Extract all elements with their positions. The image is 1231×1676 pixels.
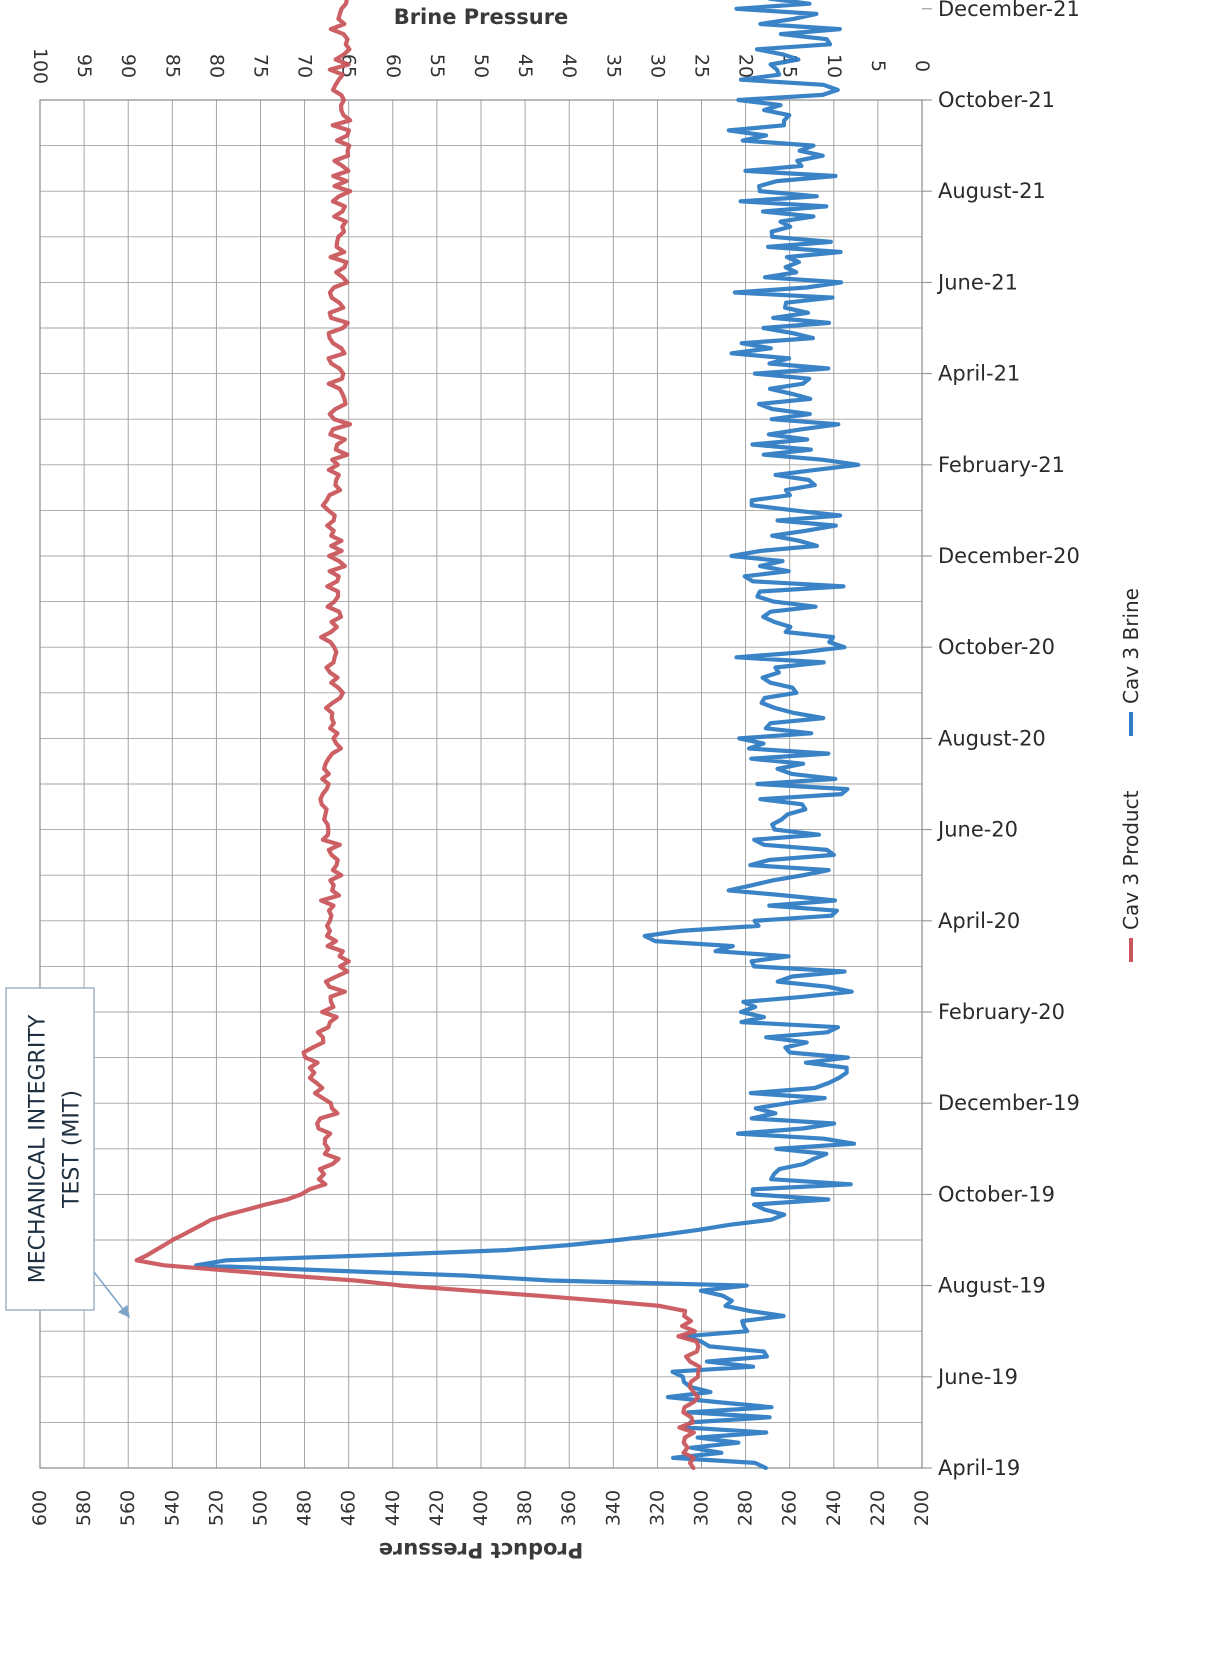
date-label: June-20: [936, 818, 1018, 842]
legend-label-product: Cav 3 Product: [1119, 790, 1143, 930]
product-tick-label: 560: [117, 1490, 139, 1526]
product-tick-label: 340: [602, 1490, 624, 1526]
brine-tick-label: 5: [867, 60, 889, 72]
brine-tick-label: 100: [29, 48, 51, 84]
brine-tick-label: 80: [205, 54, 227, 78]
date-label: December-21: [938, 0, 1080, 21]
mit-annotation-arrow: [93, 1271, 127, 1314]
product-tick-label: 240: [823, 1490, 845, 1526]
brine-tick-label: 70: [294, 54, 316, 78]
brine-tick-label: 85: [161, 54, 183, 78]
series-line-cav3-product: [134, 0, 702, 1471]
date-label: February-20: [938, 1000, 1065, 1024]
brine-tick-label: 30: [646, 54, 668, 78]
product-axis-ticks: 600 580 560 540 520 500 480 460 440 420 400 380 360 3…: [29, 1490, 933, 1526]
plot-area-frame: [39, 99, 923, 1469]
legend-label-brine: Cav 3 Brine: [1119, 588, 1143, 704]
product-tick-label: 300: [691, 1490, 713, 1526]
date-axis-labels: April-19 June-19 August-19 October-19 Decemb…: [936, 0, 1080, 1480]
brine-tick-label: 60: [382, 54, 404, 78]
date-label: December-19: [938, 1091, 1080, 1115]
product-tick-label: 380: [514, 1490, 536, 1526]
mit-annotation-line-2: TEST (MIT): [60, 1090, 85, 1209]
date-label: October-20: [938, 635, 1055, 659]
product-tick-label: 540: [161, 1490, 183, 1526]
mit-annotation-arrowhead: [117, 1304, 130, 1318]
product-tick-label: 520: [205, 1490, 227, 1526]
product-axis-title: Product Pressure: [379, 1538, 584, 1562]
product-tick-label: 320: [646, 1490, 668, 1526]
series-line-cav3-brine: [194, 0, 861, 1471]
date-label: February-21: [938, 453, 1065, 477]
product-tick-label: 200: [911, 1490, 933, 1526]
product-tick-label: 220: [867, 1490, 889, 1526]
date-label: October-21: [938, 88, 1055, 112]
date-label: April-21: [938, 362, 1020, 386]
date-label: August-19: [938, 1274, 1046, 1298]
product-tick-label: 400: [470, 1490, 492, 1526]
mit-annotation: MECHANICAL INTEGRITY TEST (MIT): [5, 987, 130, 1318]
brine-tick-label: 55: [426, 54, 448, 78]
date-label: August-20: [938, 726, 1046, 750]
brine-tick-label: 20: [735, 54, 757, 78]
series-layer: [134, 0, 861, 1471]
brine-tick-label: 90: [117, 54, 139, 78]
brine-tick-label: 10: [823, 54, 845, 78]
date-label: April-19: [938, 1456, 1020, 1480]
brine-axis-ticks: 100 95 90 85 80 75 70 65 60 55 50 45 40 35 30 25 20 15 10 5…: [29, 48, 933, 84]
brine-tick-label: 75: [250, 54, 272, 78]
mit-annotation-box: [5, 987, 95, 1311]
product-tick-label: 600: [29, 1490, 51, 1526]
product-tick-label: 260: [779, 1490, 801, 1526]
mit-annotation-text: MECHANICAL INTEGRITY TEST (MIT): [26, 1014, 85, 1283]
product-tick-label: 580: [73, 1490, 95, 1526]
product-tick-label: 440: [382, 1490, 404, 1526]
brine-tick-label: 45: [514, 54, 536, 78]
product-tick-label: 480: [294, 1490, 316, 1526]
brine-axis-title: Brine Pressure: [394, 5, 569, 29]
product-tick-label: 500: [250, 1490, 272, 1526]
date-label: October-19: [938, 1182, 1055, 1206]
brine-tick-label: 35: [602, 54, 624, 78]
legend: Cav 3 Product Cav 3 Brine: [1119, 588, 1143, 962]
date-label: April-20: [938, 909, 1020, 933]
brine-tick-label: 0: [911, 60, 933, 72]
date-label: June-21: [936, 270, 1018, 294]
date-label: December-20: [938, 544, 1080, 568]
product-tick-label: 420: [426, 1490, 448, 1526]
date-label: June-19: [936, 1365, 1018, 1389]
brine-tick-label: 25: [691, 54, 713, 78]
product-tick-label: 460: [338, 1490, 360, 1526]
brine-tick-label: 40: [558, 54, 580, 78]
brine-tick-label: 95: [73, 54, 95, 78]
date-label: August-21: [938, 179, 1046, 203]
product-tick-label: 280: [735, 1490, 757, 1526]
brine-tick-label: 50: [470, 54, 492, 78]
mit-annotation-line-1: MECHANICAL INTEGRITY: [26, 1014, 51, 1283]
product-tick-label: 360: [558, 1490, 580, 1526]
